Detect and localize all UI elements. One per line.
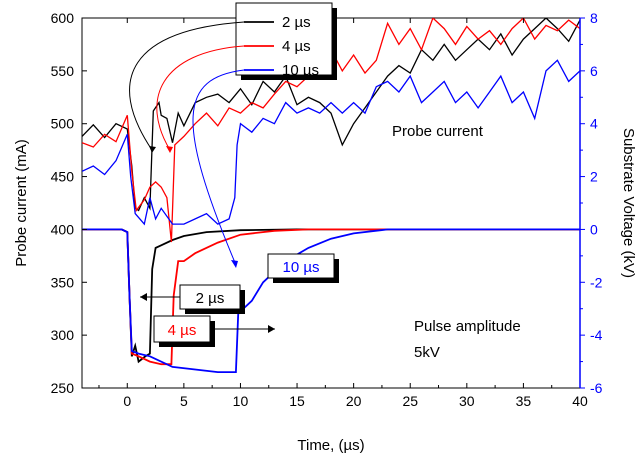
x-tick-label: 20 [346, 393, 362, 409]
y-left-tick-label: 300 [51, 327, 75, 343]
y-left-tick-label: 500 [51, 116, 75, 132]
y-right-tick-label: 8 [590, 10, 598, 26]
callout-label: 10 µs [283, 259, 320, 276]
callout-label: 4 µs [168, 322, 197, 339]
arrowhead-10us [231, 260, 238, 268]
callout-box [267, 253, 335, 279]
y-right-tick-label: -6 [590, 380, 603, 396]
y-axis-left-label: Probe current (mA) [13, 139, 30, 267]
x-tick-label: 10 [233, 393, 249, 409]
series-voltage-10us [82, 228, 580, 374]
probe-current-annotation: Probe current [392, 123, 484, 140]
x-tick-label: 5 [180, 393, 188, 409]
y-left-tick-label: 350 [51, 274, 75, 290]
y-left-tick-label: 400 [51, 221, 75, 237]
x-tick-label: 35 [516, 393, 532, 409]
legend-connector-10us [192, 69, 245, 266]
callout-10us: 10 µs [267, 253, 339, 283]
y-left-tick-label: 250 [51, 380, 75, 396]
y-right-tick-label: 4 [590, 116, 598, 132]
y-right-tick-label: 0 [590, 221, 598, 237]
arrowhead-4us [166, 146, 173, 153]
y-right-tick-label: -2 [590, 274, 603, 290]
series-current-2us [82, 18, 580, 212]
legend-label-10us: 10 µs [282, 62, 319, 79]
callout-label: 2 µs [196, 290, 225, 307]
x-tick-label: 30 [459, 393, 475, 409]
legend-box [235, 2, 333, 76]
series-current-4us [82, 18, 580, 243]
callout-2us: 2 µs [140, 284, 245, 314]
x-tick-label: 15 [289, 393, 305, 409]
x-tick-label: 40 [572, 393, 588, 409]
y-right-tick-label: 6 [590, 63, 598, 79]
callout-4us: 4 µs [153, 315, 275, 347]
legend-connector-2us [129, 21, 245, 151]
x-tick-label: 0 [123, 393, 131, 409]
x-tick-label: 25 [402, 393, 418, 409]
series-current-10us [82, 59, 580, 226]
legend-connector-4us [156, 45, 245, 151]
legend-label-4us: 4 µs [282, 38, 311, 55]
x-axis-label: Time, (µs) [297, 437, 364, 454]
y-axis-right-label: Substrate Voltage (kV) [620, 128, 637, 278]
callout-arrowhead [140, 293, 147, 301]
callout-arrowhead [268, 325, 275, 333]
pulse-amplitude-value: 5kV [414, 344, 440, 361]
legend: 2 µs 4 µs 10 µs [235, 2, 337, 80]
legend-label-2us: 2 µs [282, 14, 311, 31]
y-right-tick-label: -4 [590, 327, 603, 343]
y-left-tick-label: 600 [51, 10, 75, 26]
pulse-amplitude-annotation: Pulse amplitude [414, 318, 521, 335]
y-left-tick-label: 550 [51, 63, 75, 79]
y-right-tick-label: 2 [590, 169, 598, 185]
y-left-tick-label: 450 [51, 169, 75, 185]
arrowhead-2us [149, 146, 156, 153]
